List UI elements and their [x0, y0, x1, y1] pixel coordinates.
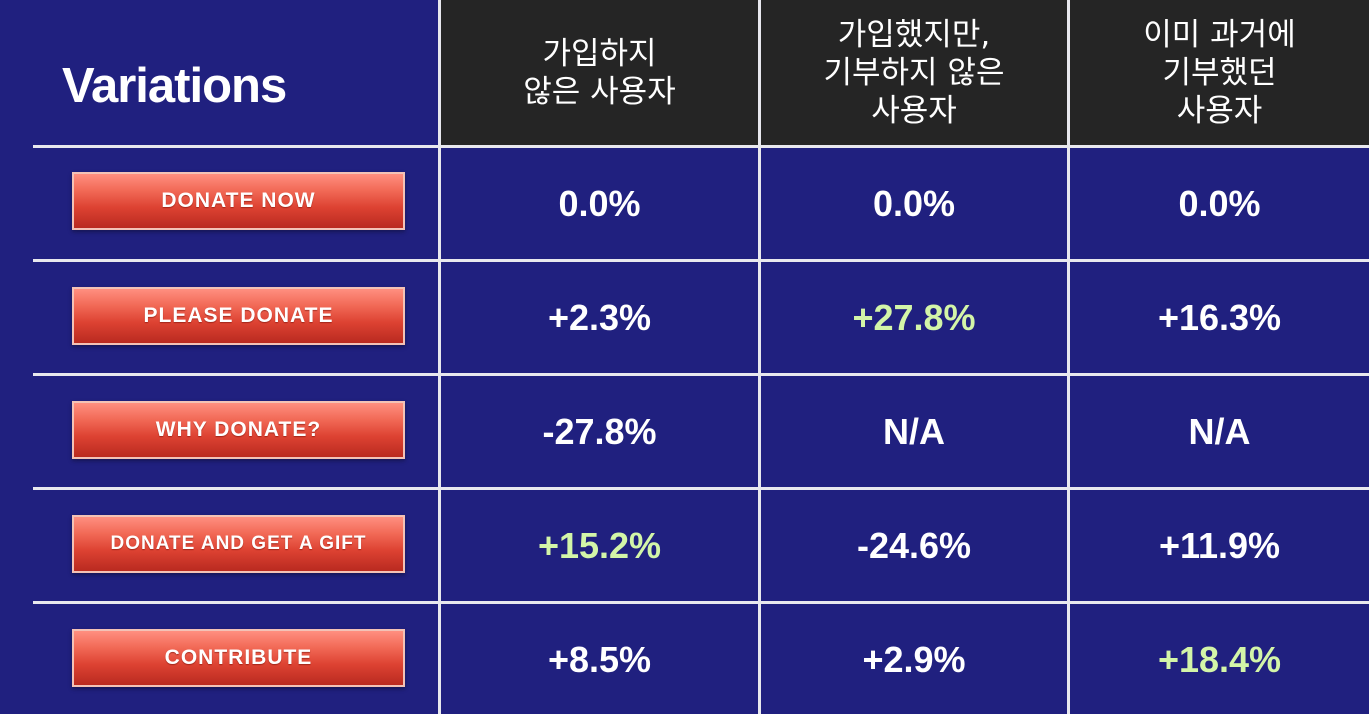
result-value: +8.5% [547, 639, 652, 680]
column-divider [758, 0, 761, 714]
result-value: N/A [883, 411, 945, 452]
result-value: +16.3% [1157, 297, 1282, 338]
result-value: +2.9% [862, 639, 966, 680]
result-value: +15.2% [537, 525, 662, 566]
column-header-unregistered: 가입하지 않은 사용자 [441, 0, 758, 145]
result-value: +18.4% [1157, 639, 1282, 680]
variation-button[interactable]: DONATE NOW [72, 172, 405, 230]
variation-button[interactable]: DONATE AND GET A GIFT [72, 515, 405, 573]
result-value: -24.6% [856, 525, 972, 566]
result-value: +27.8% [852, 297, 976, 338]
result-value: +2.3% [547, 297, 652, 338]
result-value: -27.8% [542, 411, 657, 452]
table-title: Variations [62, 59, 287, 113]
result-value: N/A [1188, 411, 1251, 452]
result-value: 0.0% [872, 183, 956, 224]
variation-button[interactable]: WHY DONATE? [72, 401, 405, 459]
row-divider [33, 145, 1369, 148]
column-header-registered-non-donor: 가입했지만, 기부하지 않은 사용자 [761, 0, 1067, 145]
column-header-past-donor: 이미 과거에 기부했던 사용자 [1070, 0, 1369, 145]
column-divider [1067, 0, 1070, 714]
row-divider [33, 373, 1369, 376]
variation-button[interactable]: PLEASE DONATE [72, 287, 405, 345]
row-divider [33, 487, 1369, 490]
row-divider [33, 259, 1369, 262]
column-divider [438, 0, 441, 714]
row-divider [33, 601, 1369, 604]
result-value: +11.9% [1158, 525, 1281, 566]
result-value: 0.0% [558, 183, 641, 224]
result-value: 0.0% [1178, 183, 1261, 224]
variation-button[interactable]: CONTRIBUTE [72, 629, 405, 687]
